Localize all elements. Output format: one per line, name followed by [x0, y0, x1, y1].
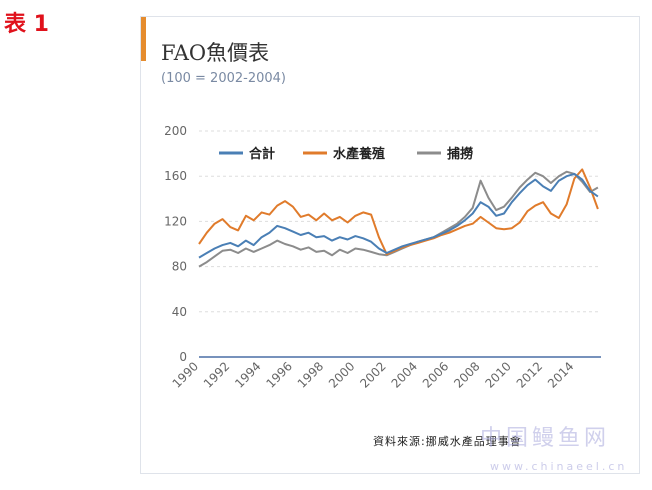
watermark-logo-text: 中国鳗鱼网: [480, 426, 611, 451]
series-line-capture: [198, 170, 599, 268]
x-tick-label-2012: 2012: [514, 359, 545, 390]
x-tick-label-2006: 2006: [420, 359, 451, 390]
x-tick-label-2002: 2002: [357, 359, 388, 390]
chart-subtitle: (100 = 2002-2004): [161, 71, 286, 86]
y-tick-label-40: 40: [172, 305, 187, 319]
y-tick-label-120: 120: [164, 214, 187, 228]
y-tick-label-0: 0: [179, 350, 187, 364]
x-tick-label-1998: 1998: [295, 359, 326, 390]
y-tick-labels: 0 40 80 120 160 200: [164, 124, 187, 364]
x-tick-label-1992: 1992: [201, 359, 232, 390]
chart-card: FAO魚價表 (100 = 2002-2004) 0 40 80 120 160 200 …: [140, 16, 640, 474]
series-line-total: [198, 172, 599, 259]
watermark-url: www.chinaeel.cn: [490, 460, 628, 473]
legend: 合計 水產養殖 捕撈: [219, 146, 473, 162]
x-tick-label-1990: 1990: [170, 359, 201, 390]
x-tick-labels: 1990 1992 1994 1996 1998 2000 2002 2004 2006 2008…: [170, 359, 577, 390]
series-layer: [198, 168, 599, 268]
y-tick-label-200: 200: [164, 124, 187, 138]
x-tick-label-2014: 2014: [545, 359, 576, 390]
y-tick-label-80: 80: [172, 260, 187, 274]
chart-title: FAO魚價表: [161, 41, 270, 65]
y-tick-label-160: 160: [164, 169, 187, 183]
x-tick-label-1996: 1996: [263, 359, 294, 390]
x-tick-label-2010: 2010: [482, 359, 513, 390]
legend-label-total: 合計: [249, 146, 275, 162]
legend-label-aquaculture: 水產養殖: [333, 146, 385, 162]
page-label: 表 1: [4, 12, 49, 37]
title-accent-bar: [141, 17, 146, 61]
legend-label-capture: 捕撈: [447, 146, 473, 162]
x-tick-label-2000: 2000: [326, 359, 357, 390]
source-note: 資料來源:挪威水產品理事會: [373, 435, 522, 448]
grid-layer: [199, 130, 601, 358]
x-tick-label-1994: 1994: [232, 359, 263, 390]
x-tick-label-2008: 2008: [451, 359, 482, 390]
x-tick-label-2004: 2004: [389, 359, 420, 390]
series-line-aquaculture: [198, 168, 599, 256]
